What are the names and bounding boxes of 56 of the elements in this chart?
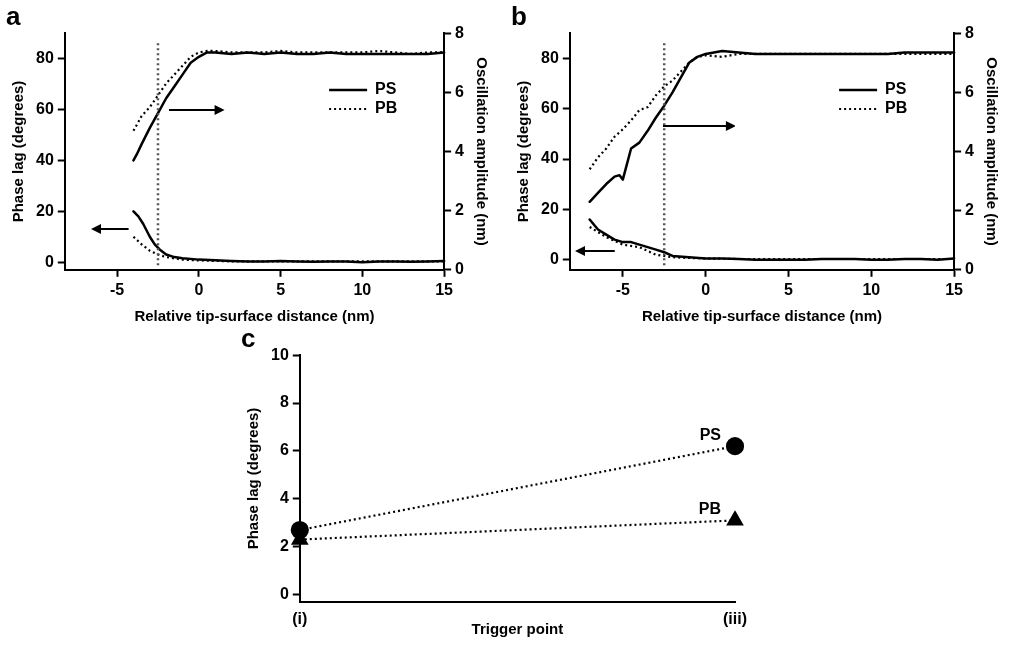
- y2-tick-label: 4: [455, 141, 465, 159]
- x-tick-label: 5: [276, 280, 286, 298]
- y2-tick-label: 2: [455, 201, 465, 219]
- point: [725, 437, 745, 456]
- legend-label: PB: [375, 99, 398, 117]
- series-label: PS: [699, 425, 722, 443]
- legend-label: PS: [885, 80, 907, 98]
- x-tick-label: (i): [292, 609, 308, 627]
- y-tick-label: 0: [44, 252, 54, 270]
- x-axis-title: Trigger point: [471, 620, 564, 638]
- y2-tick-label: 0: [455, 260, 465, 278]
- y-tick-label: 6: [279, 441, 289, 459]
- y2-tick-label: 4: [965, 141, 975, 159]
- y-axis-title: Phase lag (degrees): [244, 407, 262, 550]
- y2-tick-label: 6: [455, 82, 465, 100]
- y-tick-label: 80: [36, 49, 54, 67]
- x-tick-label: 0: [194, 280, 204, 298]
- y-tick-label: 80: [541, 48, 559, 66]
- y-tick-label: 20: [36, 201, 54, 219]
- x-tick-label: 0: [701, 280, 711, 298]
- y-tick-label: 60: [541, 99, 559, 117]
- x-tick-label: 15: [435, 280, 454, 298]
- y-tick-label: 4: [279, 489, 289, 507]
- y2-tick-label: 6: [965, 82, 975, 100]
- x-axis-title: Relative tip-surface distance (nm): [641, 307, 882, 325]
- y-tick-label: 40: [36, 150, 54, 168]
- x-tick-label: 10: [353, 280, 372, 298]
- y-tick-label: 8: [279, 393, 289, 411]
- legend-label: PS: [375, 80, 397, 98]
- y-axis-title: Phase lag (degrees): [514, 80, 532, 223]
- y2-tick-label: 8: [455, 23, 465, 41]
- y2-tick-label: 2: [965, 201, 975, 219]
- y2-tick-label: 8: [965, 23, 975, 41]
- x-tick-label: (iii): [723, 609, 747, 627]
- y-tick-label: 20: [541, 199, 559, 217]
- y-tick-label: 10: [271, 345, 289, 363]
- y-tick-label: 0: [549, 250, 559, 268]
- y2-axis-title: Oscillation amplitude (nm): [983, 57, 1001, 246]
- y2-axis-title: Oscillation amplitude (nm): [473, 57, 491, 246]
- chart-title: b: [511, 0, 527, 31]
- chart-title: a: [6, 0, 21, 31]
- x-tick-label: -5: [615, 280, 631, 298]
- x-tick-label: -5: [110, 280, 125, 298]
- series-label: PB: [698, 499, 721, 517]
- legend-label: PB: [885, 99, 908, 117]
- y-tick-label: 40: [541, 149, 559, 167]
- x-axis-title: Relative tip-surface distance (nm): [134, 307, 375, 325]
- x-tick-label: 5: [784, 280, 793, 298]
- chart-title: c: [241, 322, 256, 353]
- y-axis-title: Phase lag (degrees): [9, 80, 27, 223]
- y2-tick-label: 0: [965, 260, 975, 278]
- x-tick-label: 15: [945, 280, 964, 298]
- y-tick-label: 0: [279, 585, 289, 603]
- y-tick-label: 2: [279, 537, 289, 555]
- y-tick-label: 60: [36, 99, 54, 117]
- x-tick-label: 10: [862, 280, 881, 298]
